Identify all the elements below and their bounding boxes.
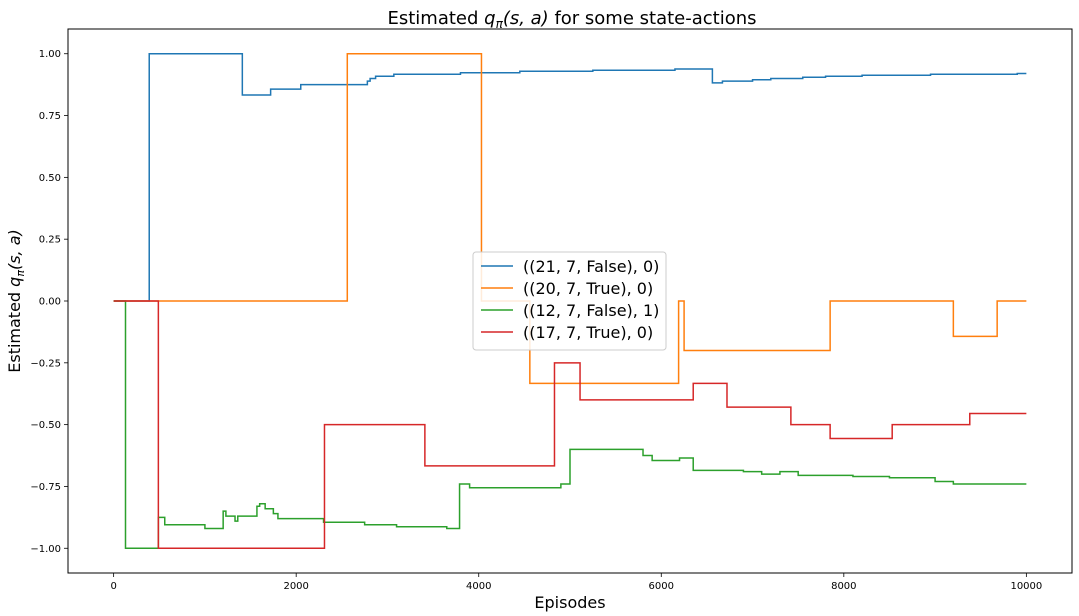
x-axis-label: Episodes — [534, 593, 605, 612]
y-tick-label: 0.50 — [39, 173, 61, 184]
series-line-0 — [113, 52, 1027, 302]
legend-box — [472, 251, 667, 351]
x-axis: 0 2000 4000 6000 8000 10000 — [110, 573, 1042, 592]
x-tick-label: 6000 — [649, 581, 674, 592]
y-axis-label: Estimated qπ(s, a) — [5, 229, 27, 373]
series-line-3 — [113, 300, 1027, 550]
x-tick-label: 2000 — [283, 581, 308, 592]
x-tick-label: 0 — [110, 581, 116, 592]
y-tick-label: −1.00 — [30, 544, 61, 555]
y-axis: −1.00 −0.75 −0.50 −0.25 0.00 0.25 0.50 0.75 1.00 — [30, 49, 68, 555]
legend-label-3: ((17, 7, True), 0) — [523, 323, 653, 342]
x-tick-label: 8000 — [831, 581, 856, 592]
legend-label-2: ((12, 7, False), 1) — [523, 301, 659, 320]
legend-label-1: ((20, 7, True), 0) — [523, 279, 653, 298]
series-group — [113, 52, 1027, 550]
y-tick-label: 1.00 — [39, 49, 61, 60]
x-tick-label: 10000 — [1010, 581, 1042, 592]
series-line-1 — [113, 52, 1027, 385]
y-tick-label: 0.00 — [39, 297, 61, 308]
x-tick-label: 4000 — [466, 581, 491, 592]
y-tick-label: −0.75 — [30, 482, 61, 493]
y-tick-label: 0.75 — [39, 111, 61, 122]
chart-title: Estimated qπ(s, a) for some state-action… — [387, 8, 756, 31]
series-line-2 — [113, 300, 1027, 550]
y-tick-label: −0.50 — [30, 420, 61, 431]
y-tick-label: 0.25 — [39, 235, 61, 246]
y-tick-label: −0.25 — [30, 358, 61, 369]
legend: ((21, 7, False), 0) ((20, 7, True), 0) ((1… — [472, 251, 667, 351]
legend-label-0: ((21, 7, False), 0) — [523, 257, 659, 276]
